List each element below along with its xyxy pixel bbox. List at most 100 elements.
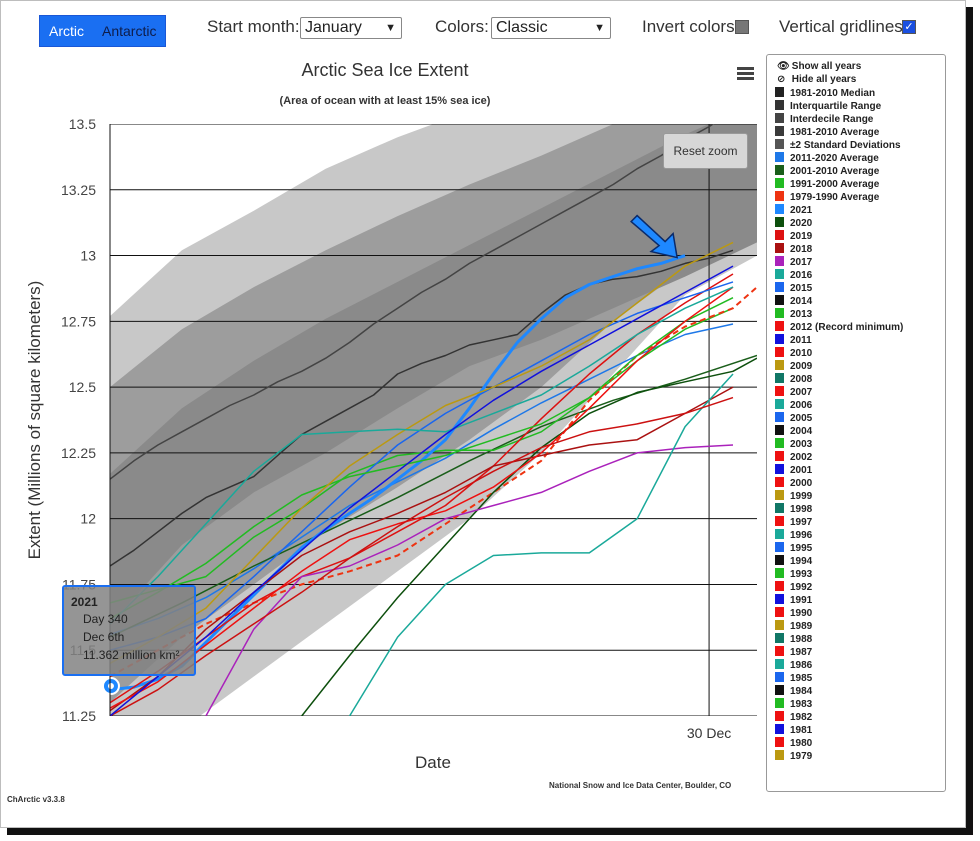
- legend-item[interactable]: 1992: [775, 581, 812, 593]
- invert-colors-checkbox[interactable]: [735, 20, 749, 34]
- legend-swatch: [775, 724, 784, 734]
- series-line: [110, 286, 757, 678]
- hide-all-years-link[interactable]: ⊘ Hide all years: [777, 74, 856, 85]
- legend-swatch: [775, 165, 784, 175]
- legend-item[interactable]: 2005: [775, 412, 812, 424]
- legend-swatch: [775, 542, 784, 552]
- legend-label: 2005: [790, 413, 813, 424]
- legend-item[interactable]: 2000: [775, 477, 812, 489]
- legend-item[interactable]: 2011-2020 Average: [775, 152, 879, 164]
- legend-item[interactable]: 1983: [775, 698, 812, 710]
- legend-item[interactable]: 2010: [775, 347, 812, 359]
- legend-item[interactable]: 2019: [775, 230, 812, 242]
- legend-swatch: [775, 568, 784, 578]
- legend-item[interactable]: 2013: [775, 308, 812, 320]
- legend-item[interactable]: 2001-2010 Average: [775, 165, 879, 177]
- legend-item[interactable]: 2011: [775, 334, 812, 346]
- legend-item[interactable]: 1986: [775, 659, 812, 671]
- legend-swatch: [775, 269, 784, 279]
- legend-item[interactable]: 2009: [775, 360, 812, 372]
- legend-item[interactable]: 1979-1990 Average: [775, 191, 879, 203]
- legend-item[interactable]: 1997: [775, 516, 812, 528]
- legend-label: 2001-2010 Average: [790, 166, 880, 177]
- legend-item[interactable]: 2012 (Record minimum): [775, 321, 903, 333]
- legend-label: 1985: [790, 673, 813, 684]
- legend-item[interactable]: 1998: [775, 503, 812, 515]
- legend-item[interactable]: 2007: [775, 386, 812, 398]
- legend-item[interactable]: 1981-2010 Median: [775, 87, 875, 99]
- legend-item[interactable]: 1984: [775, 685, 812, 697]
- legend-item[interactable]: 2002: [775, 451, 812, 463]
- legend-item[interactable]: 1993: [775, 568, 812, 580]
- legend-label: 2016: [790, 270, 813, 281]
- legend-swatch: [775, 581, 784, 591]
- legend-swatch: [775, 425, 784, 435]
- legend-label: 2020: [790, 218, 813, 229]
- legend-item[interactable]: Interquartile Range: [775, 100, 881, 112]
- legend-item[interactable]: 1985: [775, 672, 812, 684]
- legend-item[interactable]: 2016: [775, 269, 812, 281]
- legend-item[interactable]: 1982: [775, 711, 812, 723]
- legend-swatch: [775, 308, 784, 318]
- legend-item[interactable]: 1988: [775, 633, 812, 645]
- legend-label: Interquartile Range: [790, 101, 882, 112]
- legend-item[interactable]: 1996: [775, 529, 812, 541]
- reset-zoom-button[interactable]: Reset zoom: [663, 133, 748, 169]
- legend-item[interactable]: 1979: [775, 750, 812, 762]
- legend-swatch: [775, 360, 784, 370]
- vertical-gridlines-checkbox[interactable]: ✓: [902, 20, 916, 34]
- legend-swatch: [775, 737, 784, 747]
- legend-item[interactable]: 2004: [775, 425, 812, 437]
- show-all-years-link[interactable]: 👁 Show all years: [777, 61, 861, 72]
- legend-swatch: [775, 529, 784, 539]
- legend-item[interactable]: 2014: [775, 295, 812, 307]
- legend-item[interactable]: 1981: [775, 724, 812, 736]
- legend-label: 2010: [790, 348, 813, 359]
- legend-item[interactable]: 2020: [775, 217, 812, 229]
- tooltip-value: 11.362 million km²: [83, 648, 180, 662]
- antarctic-button[interactable]: Antarctic: [93, 16, 166, 46]
- legend-item[interactable]: 2017: [775, 256, 812, 268]
- legend-swatch: [775, 87, 784, 97]
- legend-swatch: [775, 672, 784, 682]
- legend-item[interactable]: 1999: [775, 490, 812, 502]
- legend-swatch: [775, 373, 784, 383]
- legend-label: 2009: [790, 361, 813, 372]
- legend-item[interactable]: 1991-2000 Average: [775, 178, 879, 190]
- legend-item[interactable]: 1980: [775, 737, 812, 749]
- legend-label: 1997: [790, 517, 813, 528]
- legend-item[interactable]: 1981-2010 Average: [775, 126, 879, 138]
- y-tick-label: 12.25: [61, 445, 96, 461]
- legend-label: 1982: [790, 712, 813, 723]
- legend-item[interactable]: 2003: [775, 438, 812, 450]
- legend-item[interactable]: 1987: [775, 646, 812, 658]
- tooltip-date: Dec 6th: [83, 630, 125, 644]
- legend-item[interactable]: 1990: [775, 607, 812, 619]
- legend-label: 1995: [790, 543, 813, 554]
- legend-item[interactable]: Interdecile Range: [775, 113, 873, 125]
- legend-item[interactable]: 1991: [775, 594, 812, 606]
- legend-label: 1989: [790, 621, 813, 632]
- start-month-select[interactable]: January ▼: [300, 17, 402, 39]
- legend-item[interactable]: 2008: [775, 373, 812, 385]
- colors-select[interactable]: Classic ▼: [491, 17, 611, 39]
- legend-swatch: [775, 243, 784, 253]
- legend-label: 1981-2010 Average: [790, 127, 880, 138]
- legend-item[interactable]: 2018: [775, 243, 812, 255]
- legend-label: 2018: [790, 244, 813, 255]
- arctic-button[interactable]: Arctic: [40, 16, 93, 46]
- legend-item[interactable]: 1994: [775, 555, 812, 567]
- legend-item[interactable]: 2006: [775, 399, 812, 411]
- start-month-label: Start month:: [207, 17, 300, 36]
- legend-item[interactable]: 1989: [775, 620, 812, 632]
- legend-item[interactable]: 1995: [775, 542, 812, 554]
- legend-item[interactable]: 2015: [775, 282, 812, 294]
- legend-item[interactable]: 2001: [775, 464, 812, 476]
- legend-swatch: [775, 295, 784, 305]
- legend-item[interactable]: ±2 Standard Deviations: [775, 139, 901, 151]
- hamburger-menu-icon[interactable]: [737, 67, 754, 81]
- invert-colors-label: Invert colors: [642, 17, 735, 36]
- legend-item[interactable]: 2021: [775, 204, 812, 216]
- y-tick-label: 12: [80, 511, 96, 527]
- y-tick-label: 12.75: [61, 313, 96, 329]
